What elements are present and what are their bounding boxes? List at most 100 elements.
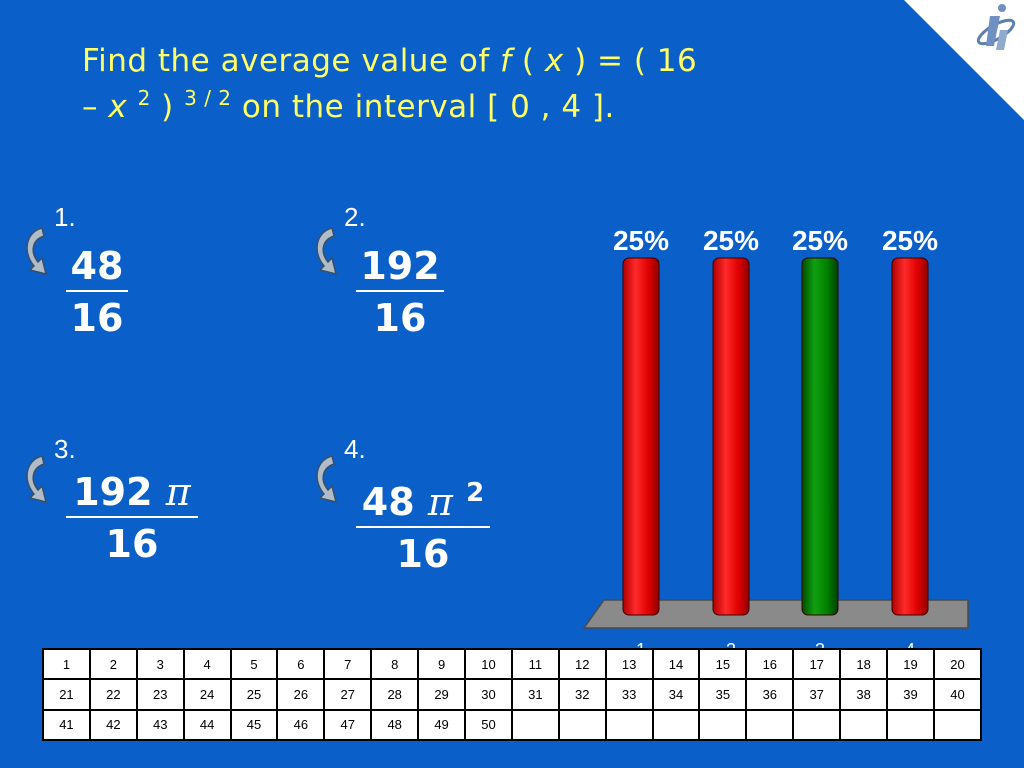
- question-var-f: f: [500, 43, 512, 79]
- question-var-x: x: [108, 89, 128, 125]
- grid-cell: 6: [276, 647, 326, 681]
- grid-cell: 33: [604, 678, 654, 711]
- grid-cell: 3: [135, 647, 185, 681]
- grid-cell: 24: [182, 678, 232, 711]
- curved-arrow-icon: [316, 227, 338, 276]
- grid-cell: 8: [370, 647, 420, 681]
- choice-label: 4.: [344, 434, 366, 464]
- grid-cell: 37: [792, 678, 842, 711]
- grid-cell: 12: [557, 647, 607, 681]
- grid-cell: 13: [604, 647, 654, 681]
- grid-cell: [745, 708, 795, 742]
- fraction-bar: [356, 526, 490, 528]
- bar-4: [891, 257, 929, 616]
- question-part: on the interval [ 0 , 4 ].: [231, 89, 615, 125]
- pi-symbol: π: [165, 470, 191, 514]
- bar-2: [712, 257, 750, 616]
- grid-cell: 47: [323, 708, 373, 742]
- grid-cell: 27: [323, 678, 373, 711]
- grid-cell: 42: [88, 708, 138, 742]
- grid-cell: 41: [42, 708, 91, 742]
- question-part: ): [150, 89, 174, 125]
- grid-cell: 11: [510, 647, 560, 681]
- grid-row: 1 2 3 4 5 6 7 8 9 10 11 12 13 14 15 16 17 18 19 20: [42, 647, 983, 681]
- grid-cell: 28: [370, 678, 420, 711]
- curved-arrow-icon: [316, 455, 338, 504]
- question-text: Find the average value of f ( x ) = ( 16…: [82, 38, 742, 130]
- choice-fraction: 192 16: [356, 244, 444, 340]
- grid-cell: 49: [417, 708, 467, 742]
- choice-2[interactable]: 2. 192 16: [310, 200, 510, 340]
- choice-fraction: 48 16: [66, 244, 128, 340]
- choice-label: 3.: [54, 434, 76, 464]
- choice-label: 1.: [54, 202, 76, 232]
- grid-cell: 9: [417, 647, 467, 681]
- grid-cell: 4: [182, 647, 232, 681]
- grid-cell: 18: [839, 647, 889, 681]
- numerator: 48 π 2: [361, 478, 485, 524]
- grid-cell: 43: [135, 708, 185, 742]
- grid-cell: 20: [932, 647, 983, 681]
- grid-cell: [698, 708, 748, 742]
- grid-cell: [651, 708, 701, 742]
- data-label-2: 25%: [703, 225, 759, 256]
- denominator: 16: [70, 296, 124, 340]
- grid-cell: 34: [651, 678, 701, 711]
- grid-cell: [792, 708, 842, 742]
- choice-fraction: 192 π 16: [66, 470, 198, 566]
- fraction-bar: [66, 516, 198, 518]
- data-label-4: 25%: [882, 225, 938, 256]
- curved-arrow-icon: [26, 455, 48, 504]
- grid-cell: [510, 708, 560, 742]
- grid-cell: [839, 708, 889, 742]
- question-exponent: 3 / 2: [184, 86, 232, 110]
- choice-label: 2.: [344, 202, 366, 232]
- grid-cell: 5: [229, 647, 279, 681]
- grid-cell: [557, 708, 607, 742]
- grid-cell: 7: [323, 647, 373, 681]
- grid-cell: [886, 708, 935, 742]
- grid-cell: 2: [88, 647, 138, 681]
- exponent: 2: [466, 478, 485, 508]
- grid-cell: 35: [698, 678, 748, 711]
- question-exponent: 2: [137, 86, 151, 110]
- response-chart: 25%125%225%325%4: [582, 225, 969, 660]
- question-part: (: [511, 43, 545, 79]
- logo-icon: [904, 0, 1024, 120]
- grid-cell: 39: [886, 678, 935, 711]
- grid-row: 41 42 43 44 45 46 47 48 49 50: [42, 708, 983, 742]
- bar-1: [622, 257, 660, 616]
- denominator: 16: [373, 296, 427, 340]
- responder-grid: 1 2 3 4 5 6 7 8 9 10 11 12 13 14 15 16 17 18 19 20 21 22 23 24 2…: [42, 647, 983, 742]
- grid-cell: [932, 708, 983, 742]
- data-label-3: 25%: [792, 225, 848, 256]
- denominator: 16: [105, 522, 159, 566]
- pi-symbol: π: [427, 480, 453, 524]
- grid-cell: 21: [42, 678, 91, 711]
- grid-cell: [604, 708, 654, 742]
- grid-cell: 31: [510, 678, 560, 711]
- grid-cell: 29: [417, 678, 467, 711]
- grid-cell: 1: [42, 647, 91, 681]
- choice-3[interactable]: 3. 192 π 16: [20, 432, 240, 572]
- grid-cell: 44: [182, 708, 232, 742]
- choice-4[interactable]: 4. 48 π 2 16: [310, 432, 530, 582]
- numerator: 48: [70, 244, 124, 288]
- grid-cell: 25: [229, 678, 279, 711]
- grid-cell: 45: [229, 708, 279, 742]
- grid-cell: 23: [135, 678, 185, 711]
- grid-row: 21 22 23 24 25 26 27 28 29 30 31 32 33 34 35 36 37 38 39 40: [42, 678, 983, 711]
- grid-cell: 50: [464, 708, 513, 742]
- numerator: 192: [360, 244, 440, 288]
- question-part: Find the average value of: [82, 43, 501, 79]
- grid-cell: 36: [745, 678, 795, 711]
- fraction-bar: [66, 290, 128, 292]
- choice-1[interactable]: 1. 48 16: [20, 200, 220, 340]
- grid-cell: 30: [464, 678, 513, 711]
- choice-fraction: 48 π 2 16: [356, 480, 490, 576]
- grid-cell: 17: [792, 647, 842, 681]
- grid-cell: 32: [557, 678, 607, 711]
- question-var-x: x: [544, 43, 564, 79]
- grid-cell: 38: [839, 678, 889, 711]
- chart-floor: [582, 599, 969, 629]
